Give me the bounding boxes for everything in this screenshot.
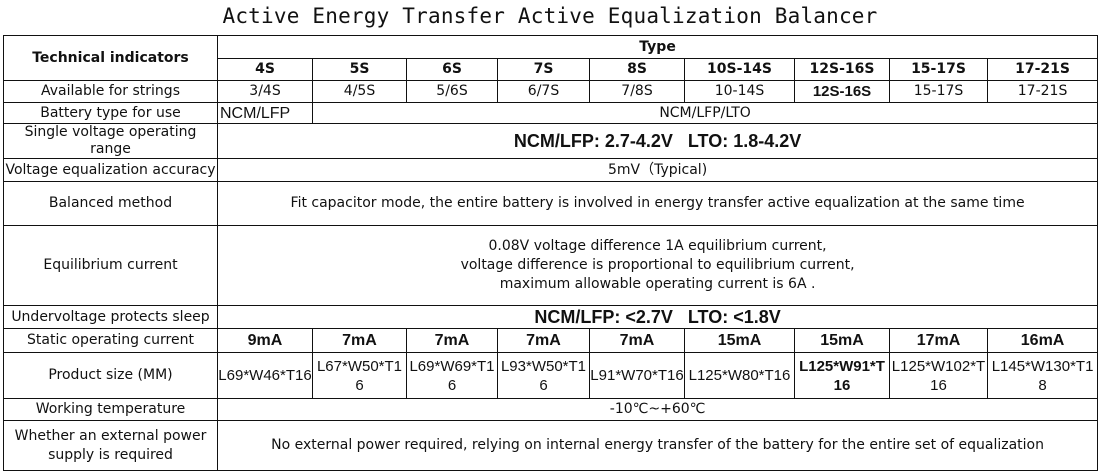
temperature-row: Working temperature -10℃~+60℃: [3, 398, 1099, 421]
row-label: Voltage equalization accuracy: [3, 158, 218, 182]
cell: 9mA: [217, 328, 313, 353]
equilibrium-row: Equilibrium current 0.08V voltage differ…: [3, 225, 1099, 306]
cell: No external power required, relying on i…: [216, 420, 1099, 471]
strings-row: Available for strings 3/4S 4/5S 5/6S 6/7…: [3, 80, 1099, 103]
row-label: Whether an external power supply is requ…: [3, 420, 218, 471]
spec-table: Technical indicators Type 4S 5S 6S 7S 8S…: [3, 35, 1099, 471]
cell: 4/5S: [312, 80, 407, 103]
type-cell: 15-17S: [889, 58, 988, 81]
cell: L69*W69*T16: [406, 352, 498, 399]
cell: NCM/LFP: [217, 102, 313, 124]
cell: L69*W46*T16: [217, 352, 313, 399]
cell: 7/8S: [589, 80, 685, 103]
cell: 17mA: [889, 328, 988, 353]
size-row: Product size (MM) L69*W46*T16 L67*W50*T1…: [3, 352, 1099, 399]
cell: 3/4S: [217, 80, 313, 103]
method-row: Balanced method Fit capacitor mode, the …: [3, 181, 1099, 226]
row-label: Balanced method: [3, 181, 218, 226]
cell: L93*W50*T16: [497, 352, 590, 399]
cell: Fit capacitor mode, the entire battery i…: [216, 181, 1099, 226]
cell: 12S-16S: [794, 80, 890, 103]
cell: -10℃~+60℃: [216, 398, 1099, 421]
type-cell: 7S: [497, 58, 590, 81]
cell: 15mA: [684, 328, 795, 353]
cell: L125*W102*T16: [889, 352, 988, 399]
document-title: Active Energy Transfer Active Equalizati…: [222, 4, 878, 28]
cell: NCM/LFP: <2.7V LTO: <1.8V: [216, 305, 1099, 329]
cell: L125*W91*T16: [794, 352, 890, 399]
undervoltage-row: Undervoltage protects sleep NCM/LFP: <2.…: [3, 305, 1099, 329]
battery-row: Battery type for use NCM/LFP NCM/LFP/LTO: [3, 102, 1099, 124]
row-label: Static operating current: [3, 328, 218, 353]
cell: L91*W70*T16: [589, 352, 685, 399]
cell: 17-21S: [986, 80, 1099, 103]
row-label: Battery type for use: [3, 102, 218, 124]
row-label: Single voltage operating range: [3, 123, 218, 159]
accuracy-row: Voltage equalization accuracy 5mV（Typica…: [3, 158, 1099, 182]
cell: 7mA: [497, 328, 590, 353]
row-label: Undervoltage protects sleep: [3, 305, 218, 329]
cell: 0.08V voltage difference 1A equilibrium …: [216, 225, 1099, 306]
external-power-row: Whether an external power supply is requ…: [3, 420, 1099, 471]
text-line: maximum allowable operating current is 6…: [499, 276, 816, 292]
voltage-range-row: Single voltage operating range NCM/LFP: …: [3, 123, 1099, 159]
cell: 5/6S: [406, 80, 498, 103]
cell: L125*W80*T16: [684, 352, 795, 399]
cell: 16mA: [986, 328, 1099, 353]
row-label: Available for strings: [3, 80, 218, 103]
type-header: Type: [216, 35, 1099, 59]
cell: L67*W50*T16: [312, 352, 407, 399]
cell: 6/7S: [497, 80, 590, 103]
cell: 7mA: [589, 328, 685, 353]
cell: L145*W130*T18: [986, 352, 1099, 399]
type-cell: 10S-14S: [684, 58, 795, 81]
type-cell: 5S: [312, 58, 407, 81]
type-cell: 4S: [217, 58, 313, 81]
type-cell: 6S: [406, 58, 498, 81]
text-line: voltage difference is proportional to eq…: [460, 257, 855, 273]
cell: 5mV（Typical): [216, 158, 1099, 182]
cell: 7mA: [406, 328, 498, 353]
type-cell: 17-21S: [986, 58, 1099, 81]
row-label: Working temperature: [3, 398, 218, 421]
type-cell: 12S-16S: [794, 58, 890, 81]
cell: 7mA: [312, 328, 407, 353]
row-label: Product size (MM): [3, 352, 218, 399]
cell: 10-14S: [684, 80, 795, 103]
static-current-row: Static operating current 9mA 7mA 7mA 7mA…: [3, 328, 1099, 353]
cell: 15mA: [794, 328, 890, 353]
text-line: 0.08V voltage difference 1A equilibrium …: [488, 238, 827, 254]
row-label: Equilibrium current: [3, 225, 218, 306]
type-cell: 8S: [589, 58, 685, 81]
cell: 15-17S: [889, 80, 988, 103]
cell: NCM/LFP: 2.7-4.2V LTO: 1.8-4.2V: [216, 123, 1099, 159]
cell: NCM/LFP/LTO: [311, 102, 1099, 124]
indicators-header: Technical indicators: [3, 35, 218, 81]
type-row: 4S 5S 6S 7S 8S 10S-14S 12S-16S 15-17S 17…: [4, 58, 1099, 81]
